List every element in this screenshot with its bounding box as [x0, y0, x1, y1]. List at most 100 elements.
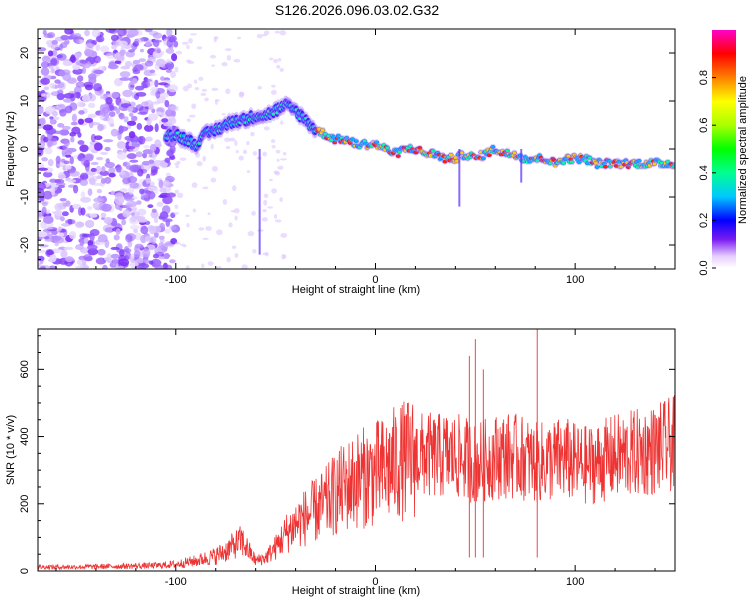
noise-blob	[264, 252, 269, 257]
noise-blob	[110, 246, 120, 251]
noise-blob	[164, 63, 173, 68]
noise-blob	[170, 238, 178, 245]
noise-blob	[270, 89, 277, 95]
noise-blob	[155, 111, 162, 116]
noise-blob	[118, 125, 124, 134]
noise-blob	[118, 258, 130, 267]
noise-blob	[149, 260, 154, 265]
snr-marks	[38, 329, 675, 571]
x-tick-label: 0	[372, 274, 378, 286]
noise-blob	[56, 54, 63, 59]
noise-blob	[282, 151, 287, 156]
ridge-core	[428, 153, 433, 158]
noise-blob	[47, 182, 58, 192]
noise-blob	[169, 105, 179, 112]
noise-blob	[79, 247, 90, 254]
noise-blob	[137, 111, 148, 115]
noise-blob	[75, 81, 85, 88]
noise-blob	[168, 36, 176, 43]
ridge-core	[442, 159, 447, 164]
noise-blob	[127, 106, 134, 113]
noise-blob	[233, 58, 241, 63]
noise-blob	[40, 67, 50, 76]
noise-blob	[90, 121, 101, 126]
noise-blob	[107, 64, 119, 70]
noise-blob	[201, 88, 208, 92]
noise-blob	[160, 76, 165, 81]
noise-blob	[84, 117, 94, 124]
snr-xlabel: Height of straight line (km)	[292, 585, 420, 597]
noise-blob	[222, 199, 228, 205]
noise-blob	[79, 174, 85, 181]
ridge-core	[566, 154, 571, 158]
noise-blob	[100, 45, 110, 53]
noise-blob	[64, 105, 73, 114]
noise-blob	[84, 84, 94, 91]
noise-blob	[42, 29, 47, 36]
noise-blob	[61, 211, 69, 217]
noise-blob	[115, 164, 122, 173]
noise-blob	[72, 33, 82, 38]
noise-blob	[95, 257, 107, 265]
noise-blob	[165, 109, 174, 117]
noise-blob	[95, 44, 101, 51]
noise-blob	[271, 188, 277, 194]
noise-blob	[75, 52, 82, 59]
noise-blob	[164, 157, 171, 163]
noise-blob	[43, 91, 51, 99]
noise-blob	[140, 225, 149, 235]
noise-blob	[80, 196, 92, 203]
noise-blob	[118, 40, 128, 47]
noise-blob	[78, 207, 83, 216]
noise-blob	[94, 135, 103, 141]
noise-blob	[99, 170, 110, 176]
noise-blob	[147, 113, 159, 121]
noise-blob	[105, 158, 110, 164]
noise-blob	[210, 143, 214, 150]
noise-blob	[126, 200, 133, 205]
noise-blob	[201, 263, 205, 268]
noise-blob	[136, 257, 145, 264]
snr-ylabel: SNR (10 * v/v)	[5, 415, 17, 485]
noise-blob	[84, 48, 93, 57]
noise-blob	[145, 72, 157, 76]
noise-blob	[156, 201, 164, 207]
noise-blob	[105, 96, 113, 105]
noise-blob	[41, 93, 46, 97]
snr-frame	[37, 328, 676, 572]
noise-blob	[149, 143, 157, 152]
noise-blob	[280, 232, 288, 238]
noise-blob	[87, 188, 93, 196]
noise-blob	[77, 140, 85, 145]
ridge-core	[363, 142, 368, 146]
noise-blob	[118, 265, 125, 269]
noise-blob	[192, 208, 197, 213]
noise-blob	[221, 113, 226, 116]
noise-blob	[43, 33, 54, 39]
noise-blob	[64, 256, 74, 263]
ridge-core	[348, 141, 353, 145]
noise-blob	[142, 152, 148, 159]
noise-blob	[168, 155, 176, 161]
noise-blob	[211, 64, 215, 67]
y-tick-label: -10	[19, 189, 31, 205]
noise-blob	[150, 86, 158, 93]
noise-blob	[274, 30, 280, 34]
noise-blob	[65, 165, 72, 170]
noise-blob	[277, 165, 284, 170]
noise-blob	[44, 147, 53, 155]
noise-blob	[63, 160, 70, 165]
noise-blob	[122, 209, 131, 218]
noise-blob	[87, 175, 98, 183]
noise-blob	[126, 153, 137, 160]
noise-blob	[225, 145, 231, 150]
colorbar: 0.0 0.2 0.4 0.6 0.8 Normalized spectral ampl…	[698, 30, 749, 276]
noise-blob	[150, 210, 159, 219]
noise-blob	[125, 234, 133, 243]
noise-blob	[238, 91, 244, 98]
noise-blob	[162, 195, 173, 205]
ridge-core	[587, 156, 592, 160]
noise-blob	[160, 92, 169, 98]
ridge-core	[448, 153, 453, 157]
